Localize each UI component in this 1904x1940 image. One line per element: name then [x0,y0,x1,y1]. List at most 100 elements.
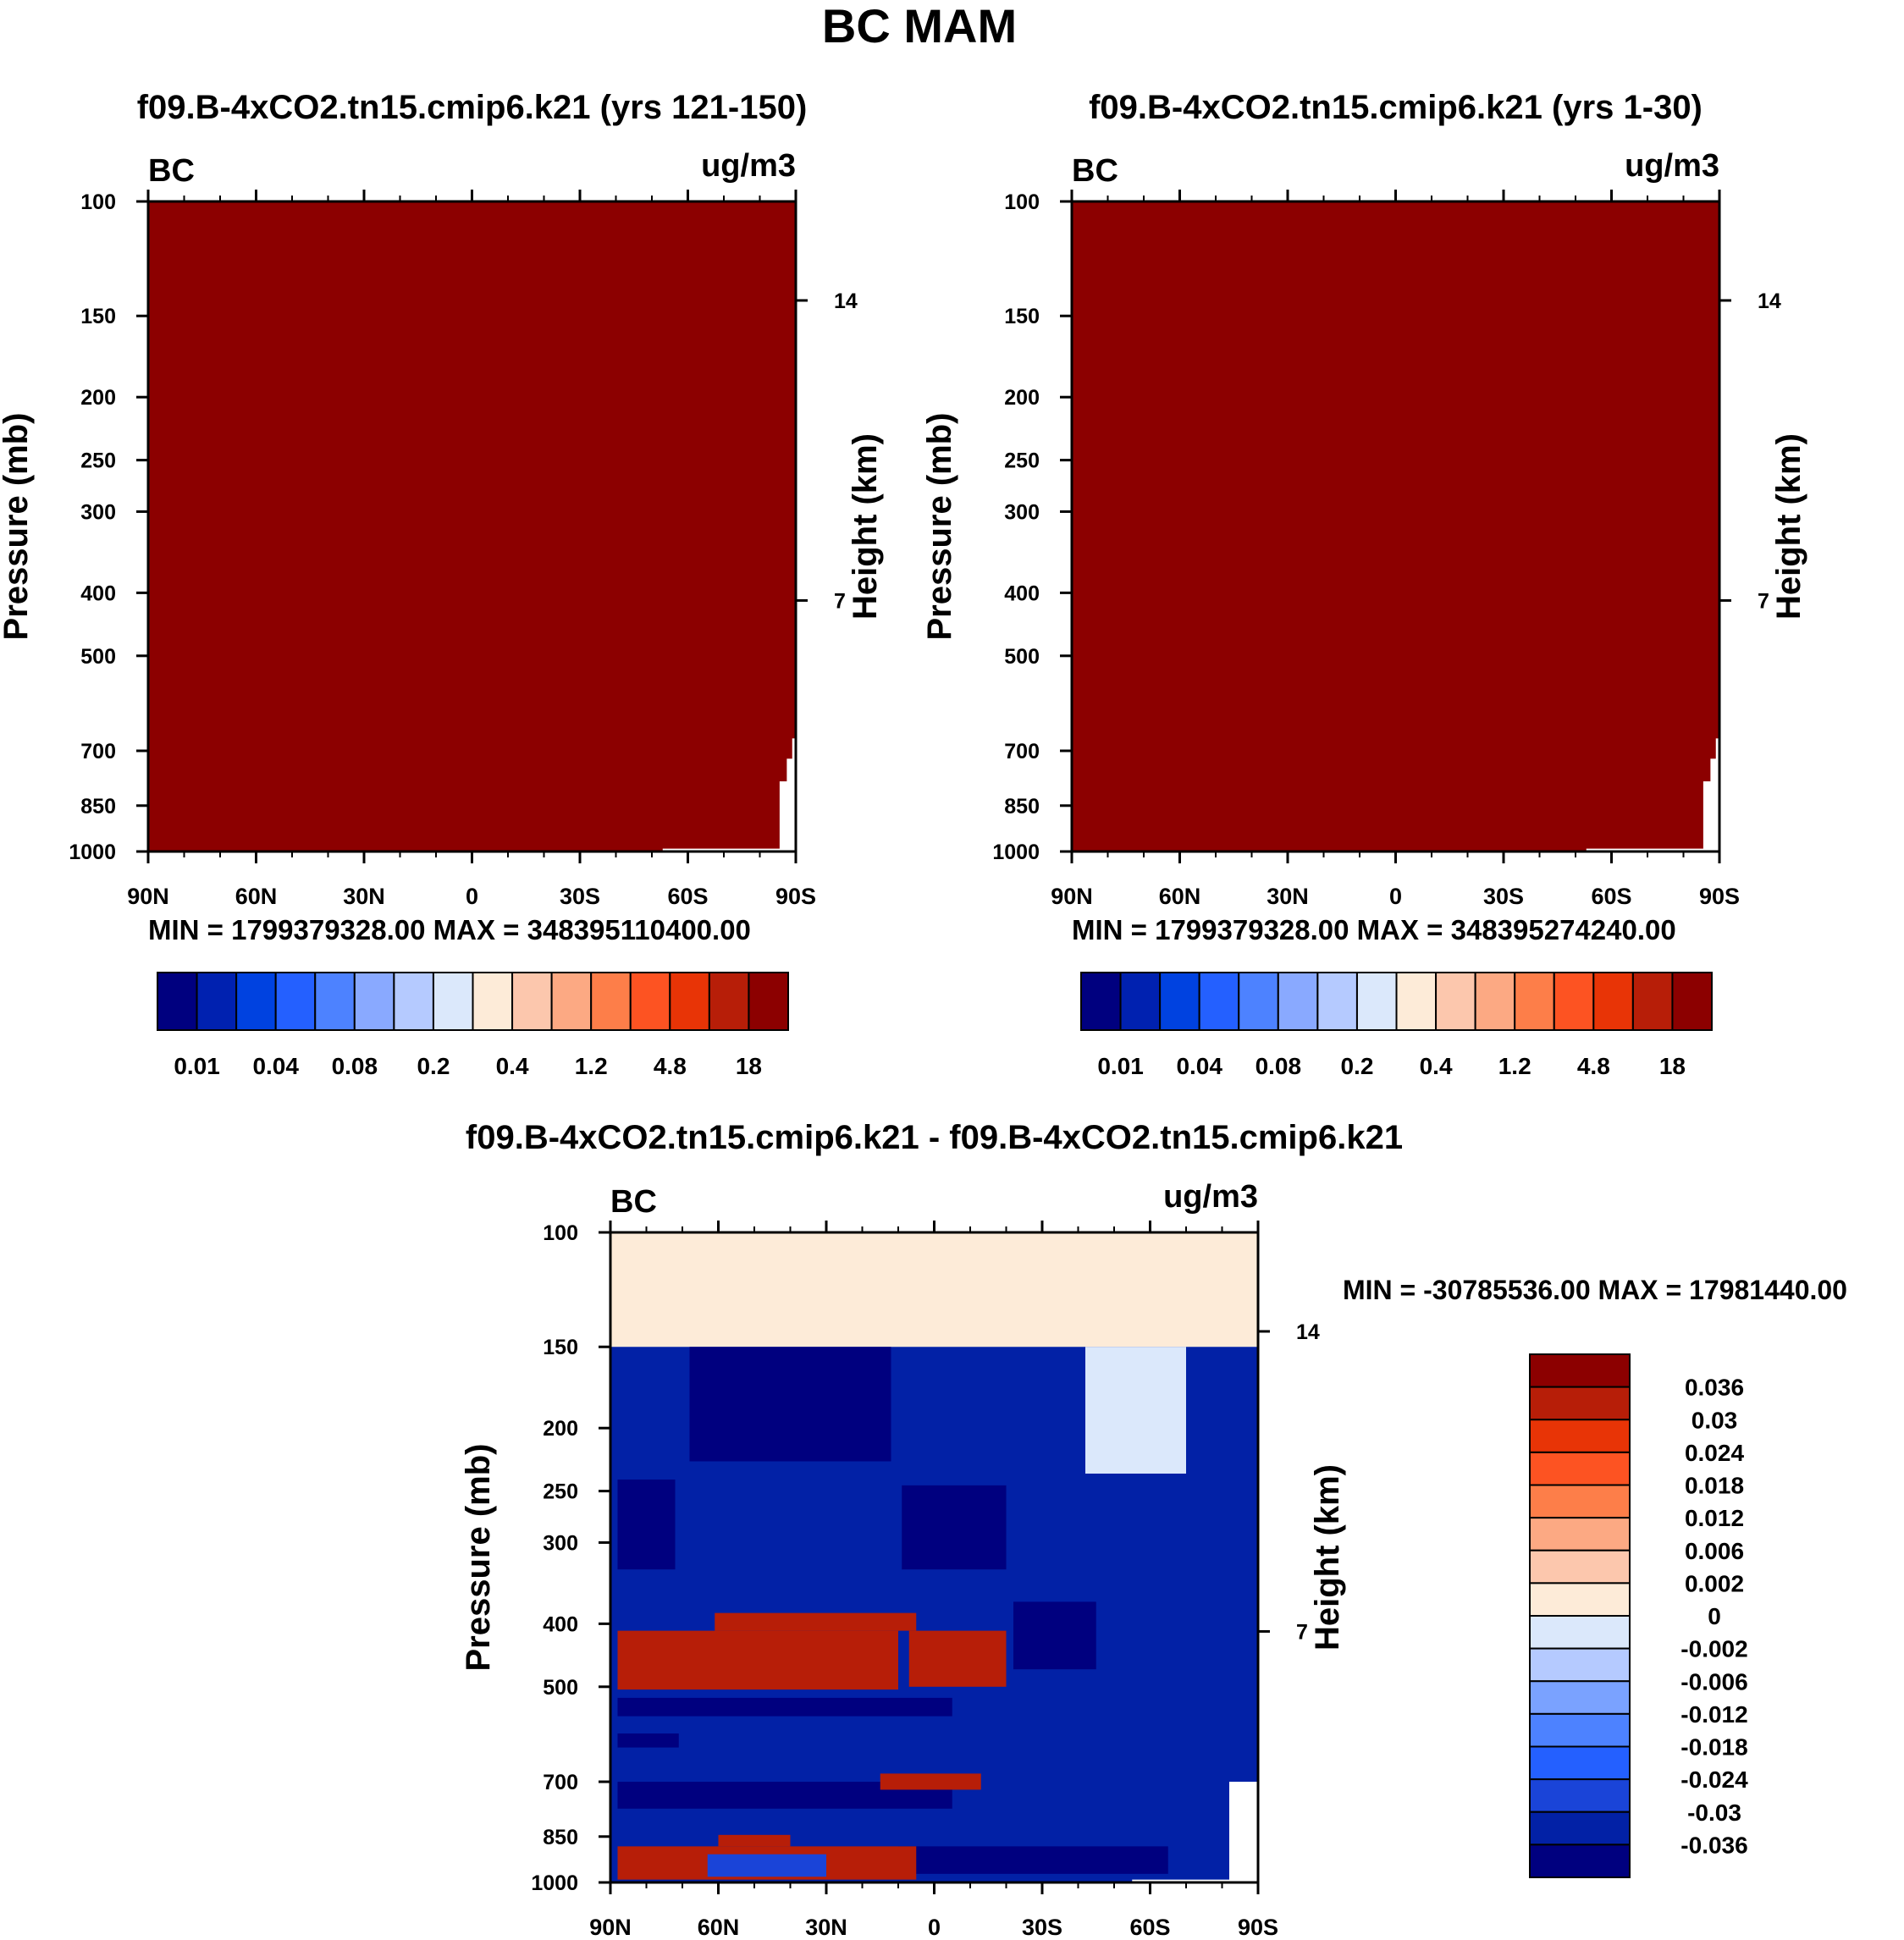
y-tick-label: 100 [1004,190,1040,214]
colorbar-box [748,972,789,1031]
colorbar-label: -0.012 [1680,1701,1747,1728]
colorbar-box [1159,972,1200,1031]
contour-band-strong-negative [902,1485,1007,1570]
y-tick-label: 300 [80,500,116,524]
x-tick-label: 60S [667,884,708,909]
colorbar-box [1238,972,1279,1031]
colorbar-box [472,972,514,1031]
x-tick-label: 30S [560,884,600,909]
panel-title: f09.B-4xCO2.tn15.cmip6.k21 (yrs 121-150) [137,89,808,126]
y-tick-label: 1000 [992,840,1040,864]
main-title: BC MAM [822,0,1017,52]
colorbar-label: 0.08 [1256,1053,1302,1079]
field-fill [1072,201,1719,852]
x-tick-label: 30S [1483,884,1524,909]
y-right-axis-label: Height (km) [1770,433,1807,620]
colorbar-label: 0.006 [1685,1538,1744,1564]
y-right-axis-label: Height (km) [847,433,884,620]
colorbars: 0.01 0.04 0.08 0.2 0.4 1.2 4.8 18 0.01 0.04 0.08 0.… [157,972,1748,1878]
variable-label: BC [610,1184,657,1220]
y-tick-label: 100 [80,190,116,214]
colorbar-label: 18 [1659,1053,1686,1079]
y-right-axis-label: Height (km) [1309,1464,1346,1651]
colorbar-box [274,972,317,1031]
colorbar-label: 4.8 [654,1053,687,1079]
missing-data-region [1132,1879,1229,1882]
colorbar-box [590,972,632,1031]
colorbar-label: 0.01 [1097,1053,1144,1079]
y-axis-label: Pressure (mb) [921,413,958,641]
colorbar-box [1631,972,1674,1031]
colorbar-box [629,972,671,1031]
y-tick-label: 150 [1004,305,1040,328]
y-tick-label: 500 [543,1676,578,1700]
x-tick-label: 90S [775,884,816,909]
y-tick-label: 700 [1004,740,1040,763]
variable-label: BC [1072,153,1118,189]
missing-data-region [662,738,796,852]
y-tick-label: 150 [80,305,116,328]
x-tick-label: 30N [805,1915,847,1940]
min-max-stats: MIN = -30785536.00 MAX = 17981440.00 [1343,1275,1847,1305]
min-max-stats: MIN = 1799379328.00 MAX = 348395110400.0… [148,914,751,945]
x-tick-label: 60S [1129,1915,1170,1940]
y-right-tick-label: 7 [1758,589,1769,613]
colorbar-box [1316,972,1358,1031]
panel-1: f09.B-4xCO2.tn15.cmip6.k21 (yrs 121-150)… [0,89,884,945]
colorbar-box [1355,972,1398,1031]
y-tick-label: 250 [1004,449,1040,473]
units-label: ug/m3 [1625,148,1719,184]
colorbar-label: -0.036 [1680,1832,1747,1858]
y-tick-label: 700 [80,740,116,763]
x-tick-label: 90N [589,1915,632,1940]
y-tick-label: 200 [543,1417,578,1441]
contour-band-strong-negative [617,1480,676,1570]
y-right-tick-label: 14 [834,289,858,313]
colorbar-label: 0 [1708,1603,1721,1629]
colorbar-box [1529,1549,1631,1585]
min-max-stats: MIN = 1799379328.00 MAX = 348395274240.0… [1072,914,1676,945]
contour-band-positive [718,1834,791,1847]
colorbar-label: 0.08 [332,1053,378,1079]
colorbar-label: 0.4 [496,1053,529,1079]
variable-label: BC [148,153,195,189]
missing-data-region [1229,1782,1258,1882]
colorbar-label: -0.002 [1680,1636,1747,1662]
x-tick-label: 90N [127,884,169,909]
contour-band-strong-negative [898,1846,1168,1874]
colorbar-label: -0.006 [1680,1668,1747,1695]
colorbar-label: -0.03 [1687,1799,1741,1826]
contour-band-negative-blob [707,1854,826,1877]
contour-band-strong-negative [617,1697,952,1717]
y-right-tick-label: 7 [1296,1620,1308,1644]
colorbar-box [550,972,593,1031]
colorbar-label: 0.04 [252,1053,299,1079]
panels: f09.B-4xCO2.tn15.cmip6.k21 (yrs 121-150)… [0,89,1847,1940]
x-tick-label: 60N [698,1915,740,1940]
colorbar-label: 4.8 [1577,1053,1610,1079]
panel-2: f09.B-4xCO2.tn15.cmip6.k21 (yrs 1-30) BC u… [921,89,1807,945]
contour-band-strong-negative [689,1347,891,1462]
colorbar-box [1529,1484,1631,1519]
missing-data-region [1586,738,1719,852]
colorbar-box [1529,1647,1631,1683]
colorbar-box [157,972,198,1031]
panel-title: f09.B-4xCO2.tn15.cmip6.k21 (yrs 1-30) [1089,89,1703,126]
y-tick-label: 700 [543,1771,578,1794]
contour-band-positive [880,1773,981,1790]
x-tick-label: 0 [1389,884,1402,909]
y-right-tick-label: 14 [1758,289,1781,313]
colorbar-label: 0.01 [174,1053,220,1079]
colorbar-box [1119,972,1162,1031]
colorbar-box [708,972,750,1031]
x-tick-label: 0 [928,1915,941,1940]
colorbar-box [235,972,277,1031]
colorbar-label: 1.2 [1498,1053,1531,1079]
colorbar-label: 0.2 [1340,1053,1373,1079]
colorbar-box [1592,972,1634,1031]
y-axis-label: Pressure (mb) [0,413,35,641]
colorbar-box [1529,1353,1631,1388]
colorbar-label: -0.018 [1680,1734,1747,1761]
y-tick-label: 500 [80,645,116,669]
